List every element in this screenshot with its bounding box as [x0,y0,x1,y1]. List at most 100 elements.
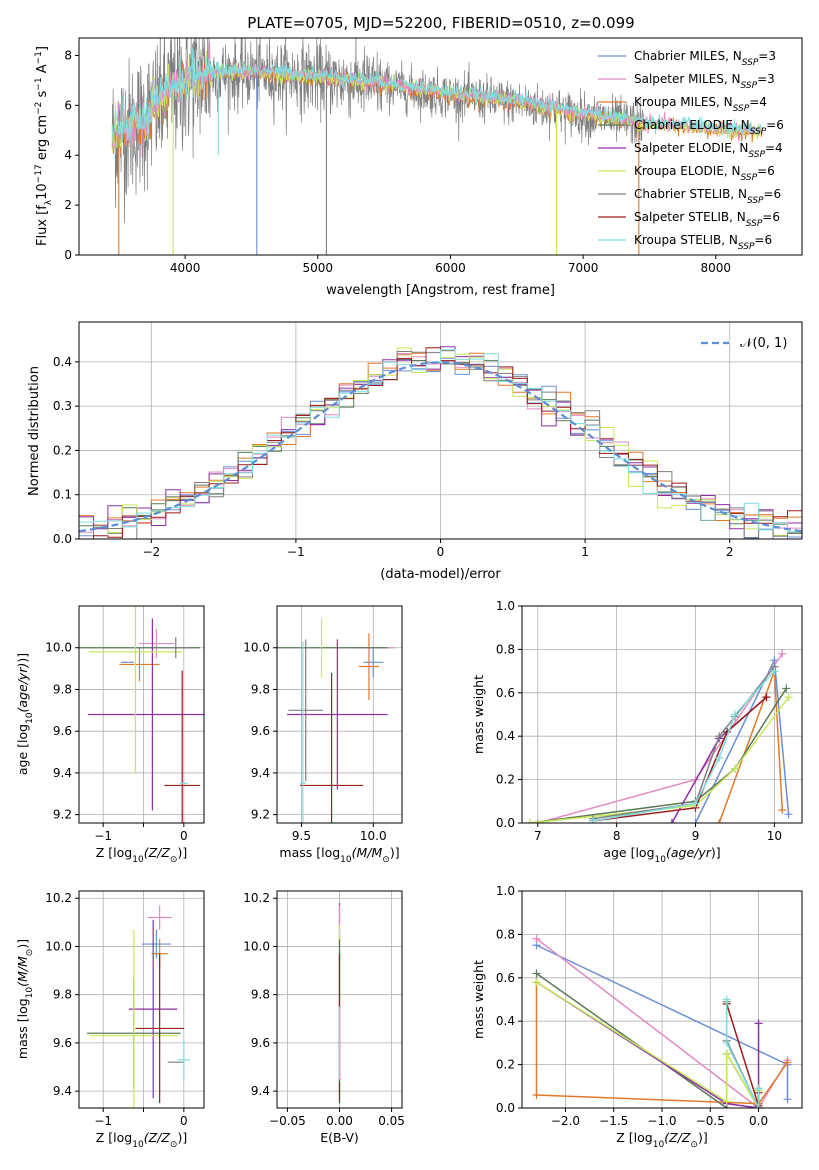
y-tick-label: 9.6 [53,1036,72,1050]
y-tick-label: 9.8 [53,682,72,696]
histogram-kroupa_stelib [79,349,802,533]
weight-marker-kroupa_elodie [532,978,541,987]
weight-line-kroupa_elodie [529,696,790,823]
weight-line-chabrier_stelib [592,666,775,820]
y-tick-label: 9.6 [251,724,270,738]
y-tick-label: 0.2 [496,1058,515,1072]
weight-marker-kroupa_stelib [588,816,597,823]
legend-label-salpeter_miles: Salpeter MILES, NSSP=3 [634,72,775,91]
x-axis-label: Z [log10(Z/Z⊙)] [616,1130,707,1150]
weight-marker-kroupa_miles [715,819,724,823]
weight-line-kroupa_stelib [725,999,760,1108]
weight-marker-chabrier_miles [783,1095,792,1104]
x-tick-label: 7 [534,829,542,843]
weight-marker-kroupa_elodie [784,693,793,702]
x-tick-label: −2 [142,545,160,559]
y-tick-label: 2 [64,198,72,212]
y-tick-label: 0.4 [496,1014,515,1028]
axes-frame [276,605,403,824]
x-tick-label: 7000 [568,261,599,275]
spectrum-legend: Chabrier MILES, NSSP=3 Salpeter MILES, NS… [598,49,784,252]
weight-marker-kroupa_elodie [730,764,739,773]
x-tick-label: −1 [94,829,112,843]
y-axis-label: Normed distribution [27,366,42,496]
x-tick-label: −0.05 [269,1114,306,1128]
spectrum-lines [111,38,763,255]
x-tick-label: 5000 [303,261,334,275]
x-axis-label: mass [log10(M/M⊙)] [279,845,399,865]
x-tick-label: 8 [613,829,621,843]
observed-spectrum-line [111,38,644,223]
y-axis-label: mass weight [471,960,486,1039]
weight-marker-chabrier_elodie [782,684,791,693]
x-tick-label: 0.05 [378,1114,405,1128]
x-tick-label: −1.0 [647,1114,676,1128]
x-tick-label: 0 [180,829,188,843]
y-tick-label: 0.0 [496,816,515,830]
y-tick-label: 9.8 [251,988,270,1002]
legend-label-chabrier_stelib: Chabrier STELIB, NSSP=6 [634,187,781,206]
z_weight-panel: −2.0 −1.5 −1.0 −0.5 0.0 0.0 0.2 0.4 0.6 0.8 1.0 mas… [471,884,803,1150]
weight-marker-kroupa_stelib [691,799,700,808]
x-axis-label: Z [log10(Z/Z⊙)] [96,845,187,865]
z_mass-points [87,905,191,1108]
y-tick-label: 10.0 [243,641,270,655]
weight-marker-kroupa_elodie [722,1049,731,1058]
y-tick-label: 0.2 [53,443,72,457]
weight-marker-kroupa_elodie [722,1097,731,1106]
y-tick-label: 9.4 [251,766,270,780]
y-tick-label: 1.0 [496,884,515,898]
weight-marker-kroupa_stelib [722,995,731,1004]
weight-line-salpeter_elodie [536,981,760,1108]
age_weight-lines [525,649,793,823]
weight-marker-kroupa_stelib [754,1104,763,1108]
z_age-panel: −1 0 9.2 9.4 9.6 9.8 10.0 Z [log10(Z/Z⊙)] age [l… [15,605,205,865]
weight-marker-kroupa_stelib [770,667,779,676]
y-tick-label: 0.4 [496,729,515,743]
spectrum-panel: 4000 5000 6000 7000 8000 0 2 4 6 8 wavelength [Ang… [34,37,803,298]
y-axis-label: age [log10(age/yr))] [15,653,35,775]
x-tick-label: −1 [287,545,305,559]
y-tick-label: 0.4 [53,355,72,369]
x-tick-label: 1 [581,545,589,559]
axes-frame [78,321,803,540]
legend-label-chabrier_elodie: Chabrier ELODIE, NSSP=6 [634,118,784,137]
normal-distribution-curve [79,361,802,533]
weight-marker-kroupa_miles [783,1058,792,1067]
y-tick-label: 9.4 [251,1084,270,1098]
y-tick-label: 0.2 [496,773,515,787]
weight-marker-kroupa_stelib [715,753,724,762]
y-tick-label: 9.8 [53,988,72,1002]
y-tick-label: 9.4 [53,1084,72,1098]
weight-marker-kroupa_stelib [722,1038,731,1047]
legend-label-salpeter_elodie: Salpeter ELODIE, NSSP=4 [634,141,783,160]
z_weight-lines [532,934,792,1108]
weight-marker-salpeter_stelib [762,693,771,702]
y-tick-label: 10.0 [243,939,270,953]
y-tick-label: 8 [64,48,72,62]
axes-frame [78,37,803,256]
figure-title: PLATE=0705, MJD=52200, FIBERID=0510, z=0… [247,14,634,32]
x-axis-label: wavelength [Angstrom, rest frame] [326,283,555,298]
y-tick-label: 0.6 [496,686,515,700]
x-tick-label: −2.0 [551,1114,580,1128]
legend-label-chabrier_miles: Chabrier MILES, NSSP=3 [634,49,776,68]
axes-frame [521,605,803,824]
x-axis-label: (data-model)/error [380,567,501,582]
x-tick-label: 0 [180,1114,188,1128]
weight-marker-salpeter_miles [532,934,541,943]
model-spectrum-kroupa_stelib [111,48,763,151]
y-axis-label: mass [log10(M/M⊙)] [15,939,35,1059]
weight-marker-kroupa_miles [532,1090,541,1099]
legend-label-kroupa_miles: Kroupa MILES, NSSP=4 [634,95,767,114]
y-tick-label: 9.2 [251,808,270,822]
x-tick-label: 0.0 [749,1114,768,1128]
legend-label-kroupa_stelib: Kroupa STELIB, NSSP=6 [634,233,772,252]
y-tick-label: 0.8 [496,927,515,941]
legend-label-salpeter_stelib: Salpeter STELIB, NSSP=6 [634,210,780,229]
y-tick-label: 0 [64,248,72,262]
weight-line-kroupa_elodie [536,981,760,1108]
x-tick-label: −1 [94,1114,112,1128]
weight-marker-kroupa_elodie [525,819,534,823]
